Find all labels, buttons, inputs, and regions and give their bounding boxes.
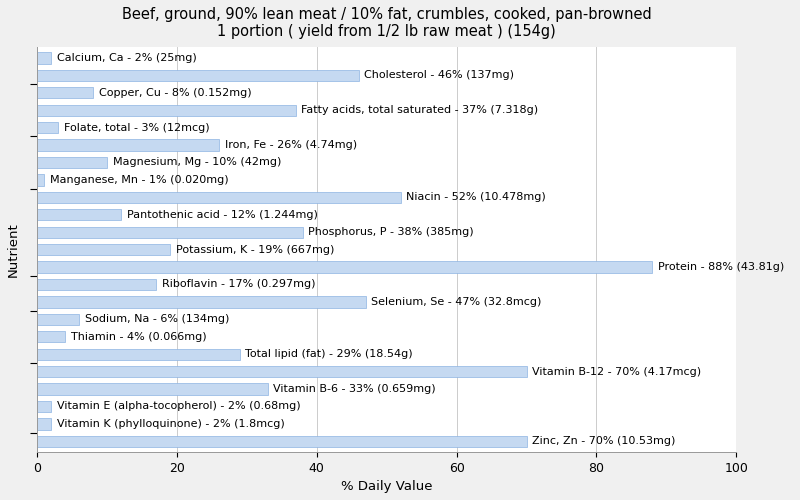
Bar <box>37 140 219 150</box>
Text: Phosphorus, P - 38% (385mg): Phosphorus, P - 38% (385mg) <box>309 227 474 237</box>
Text: Niacin - 52% (10.478mg): Niacin - 52% (10.478mg) <box>406 192 546 202</box>
Text: Riboflavin - 17% (0.297mg): Riboflavin - 17% (0.297mg) <box>162 280 315 289</box>
Text: Folate, total - 3% (12mcg): Folate, total - 3% (12mcg) <box>64 122 210 132</box>
Text: Protein - 88% (43.81g): Protein - 88% (43.81g) <box>658 262 784 272</box>
Bar <box>37 384 268 394</box>
Bar <box>37 366 526 378</box>
Text: Copper, Cu - 8% (0.152mg): Copper, Cu - 8% (0.152mg) <box>98 88 251 98</box>
Text: Vitamin B-6 - 33% (0.659mg): Vitamin B-6 - 33% (0.659mg) <box>274 384 436 394</box>
Bar <box>37 418 51 430</box>
Y-axis label: Nutrient: Nutrient <box>7 222 20 277</box>
Bar <box>37 331 65 342</box>
Bar <box>37 209 121 220</box>
Bar <box>37 279 156 290</box>
Bar <box>37 436 526 447</box>
Bar <box>37 174 44 186</box>
Bar <box>37 296 366 308</box>
X-axis label: % Daily Value: % Daily Value <box>341 480 433 493</box>
Bar <box>37 122 58 134</box>
Bar <box>37 104 296 116</box>
Bar <box>37 70 358 81</box>
Bar <box>37 244 170 256</box>
Text: Total lipid (fat) - 29% (18.54g): Total lipid (fat) - 29% (18.54g) <box>246 349 413 359</box>
Text: Manganese, Mn - 1% (0.020mg): Manganese, Mn - 1% (0.020mg) <box>50 175 228 185</box>
Bar <box>37 192 401 203</box>
Text: Selenium, Se - 47% (32.8mcg): Selenium, Se - 47% (32.8mcg) <box>371 297 542 307</box>
Text: Sodium, Na - 6% (134mg): Sodium, Na - 6% (134mg) <box>85 314 229 324</box>
Text: Thiamin - 4% (0.066mg): Thiamin - 4% (0.066mg) <box>70 332 206 342</box>
Title: Beef, ground, 90% lean meat / 10% fat, crumbles, cooked, pan-browned
1 portion (: Beef, ground, 90% lean meat / 10% fat, c… <box>122 7 651 40</box>
Bar <box>37 348 240 360</box>
Text: Magnesium, Mg - 10% (42mg): Magnesium, Mg - 10% (42mg) <box>113 158 281 168</box>
Text: Fatty acids, total saturated - 37% (7.318g): Fatty acids, total saturated - 37% (7.31… <box>302 105 538 115</box>
Text: Cholesterol - 46% (137mg): Cholesterol - 46% (137mg) <box>364 70 514 81</box>
Text: Vitamin B-12 - 70% (4.17mcg): Vitamin B-12 - 70% (4.17mcg) <box>532 366 702 376</box>
Text: Iron, Fe - 26% (4.74mg): Iron, Fe - 26% (4.74mg) <box>225 140 357 150</box>
Text: Calcium, Ca - 2% (25mg): Calcium, Ca - 2% (25mg) <box>57 53 197 63</box>
Text: Vitamin E (alpha-tocopherol) - 2% (0.68mg): Vitamin E (alpha-tocopherol) - 2% (0.68m… <box>57 402 300 411</box>
Text: Pantothenic acid - 12% (1.244mg): Pantothenic acid - 12% (1.244mg) <box>126 210 318 220</box>
Bar <box>37 401 51 412</box>
Text: Zinc, Zn - 70% (10.53mg): Zinc, Zn - 70% (10.53mg) <box>532 436 675 446</box>
Text: Potassium, K - 19% (667mg): Potassium, K - 19% (667mg) <box>175 244 334 254</box>
Bar <box>37 87 93 99</box>
Text: Vitamin K (phylloquinone) - 2% (1.8mcg): Vitamin K (phylloquinone) - 2% (1.8mcg) <box>57 419 285 429</box>
Bar <box>37 157 107 168</box>
Bar <box>37 52 51 64</box>
Bar <box>37 262 652 272</box>
Bar <box>37 314 79 325</box>
Bar <box>37 226 303 238</box>
